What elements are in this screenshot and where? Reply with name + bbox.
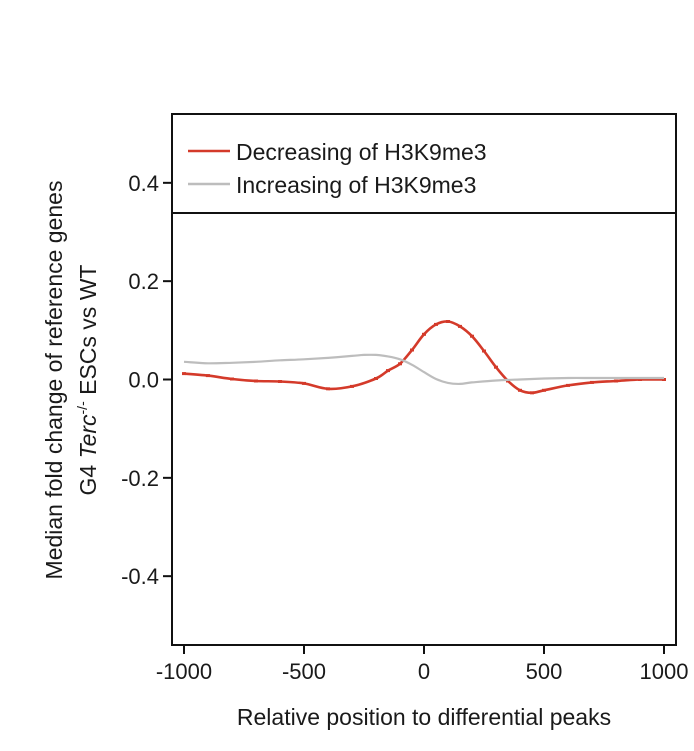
data-point (410, 348, 414, 352)
data-point (434, 322, 438, 326)
data-point (446, 320, 450, 323)
y-axis-label-suffix: ESCs vs WT (75, 265, 101, 402)
y-axis-label-italic: Terc (75, 414, 101, 458)
y-tick-label: 0.4 (128, 171, 159, 196)
data-point (182, 372, 186, 376)
data-point (206, 374, 210, 378)
series-increasing (183, 353, 664, 386)
series-decreasing (182, 320, 666, 395)
x-tick-label: -1000 (156, 659, 212, 684)
y-axis-label-line2: G4 Terc-/- ESCs vs WT (74, 265, 101, 496)
data-point (398, 362, 402, 366)
data-point (518, 388, 522, 392)
data-point (278, 380, 282, 383)
x-tick-label: -500 (282, 659, 326, 684)
data-point (458, 324, 462, 328)
legend-label-increasing: Increasing of H3K9me3 (236, 172, 476, 198)
data-point (470, 334, 474, 338)
data-point (386, 369, 390, 373)
y-tick-label: -0.2 (121, 466, 159, 491)
y-axis-label-superscript: -/- (74, 401, 90, 415)
y-axis-label: Median fold change of reference genes (41, 181, 67, 580)
y-tick-label: -0.4 (121, 564, 159, 589)
data-point (566, 383, 570, 387)
x-tick-label: 0 (418, 659, 430, 684)
data-point (374, 377, 378, 380)
x-tick-label: 1000 (640, 659, 689, 684)
y-tick-label: 0.2 (128, 269, 159, 294)
series-layer (182, 320, 666, 395)
legend: Decreasing of H3K9me3 Increasing of H3K9… (172, 139, 676, 214)
data-point (590, 380, 594, 384)
y-tick-label: 0.0 (128, 368, 159, 393)
x-axis: -1000 -500 0 500 1000 (156, 645, 689, 684)
data-point (350, 384, 354, 388)
series-line (183, 353, 664, 386)
data-point (614, 379, 618, 383)
data-point (482, 349, 486, 353)
data-point (230, 377, 234, 381)
data-point (302, 381, 306, 385)
data-point (638, 378, 642, 381)
data-point (326, 387, 330, 391)
data-point (662, 378, 666, 381)
data-point (542, 388, 546, 392)
data-point (422, 332, 426, 336)
y-axis-label-line1: Median fold change of reference genes (41, 181, 67, 580)
series-line (183, 320, 665, 395)
data-point (254, 379, 258, 383)
y-axis-label-prefix: G4 (75, 458, 101, 495)
x-axis-label: Relative position to differential peaks (237, 704, 611, 730)
data-point (530, 391, 534, 395)
y-axis: -0.4 -0.2 0.0 0.2 0.4 (121, 171, 172, 589)
legend-label-decreasing: Decreasing of H3K9me3 (236, 139, 487, 165)
data-point (494, 365, 498, 369)
x-tick-label: 500 (526, 659, 563, 684)
